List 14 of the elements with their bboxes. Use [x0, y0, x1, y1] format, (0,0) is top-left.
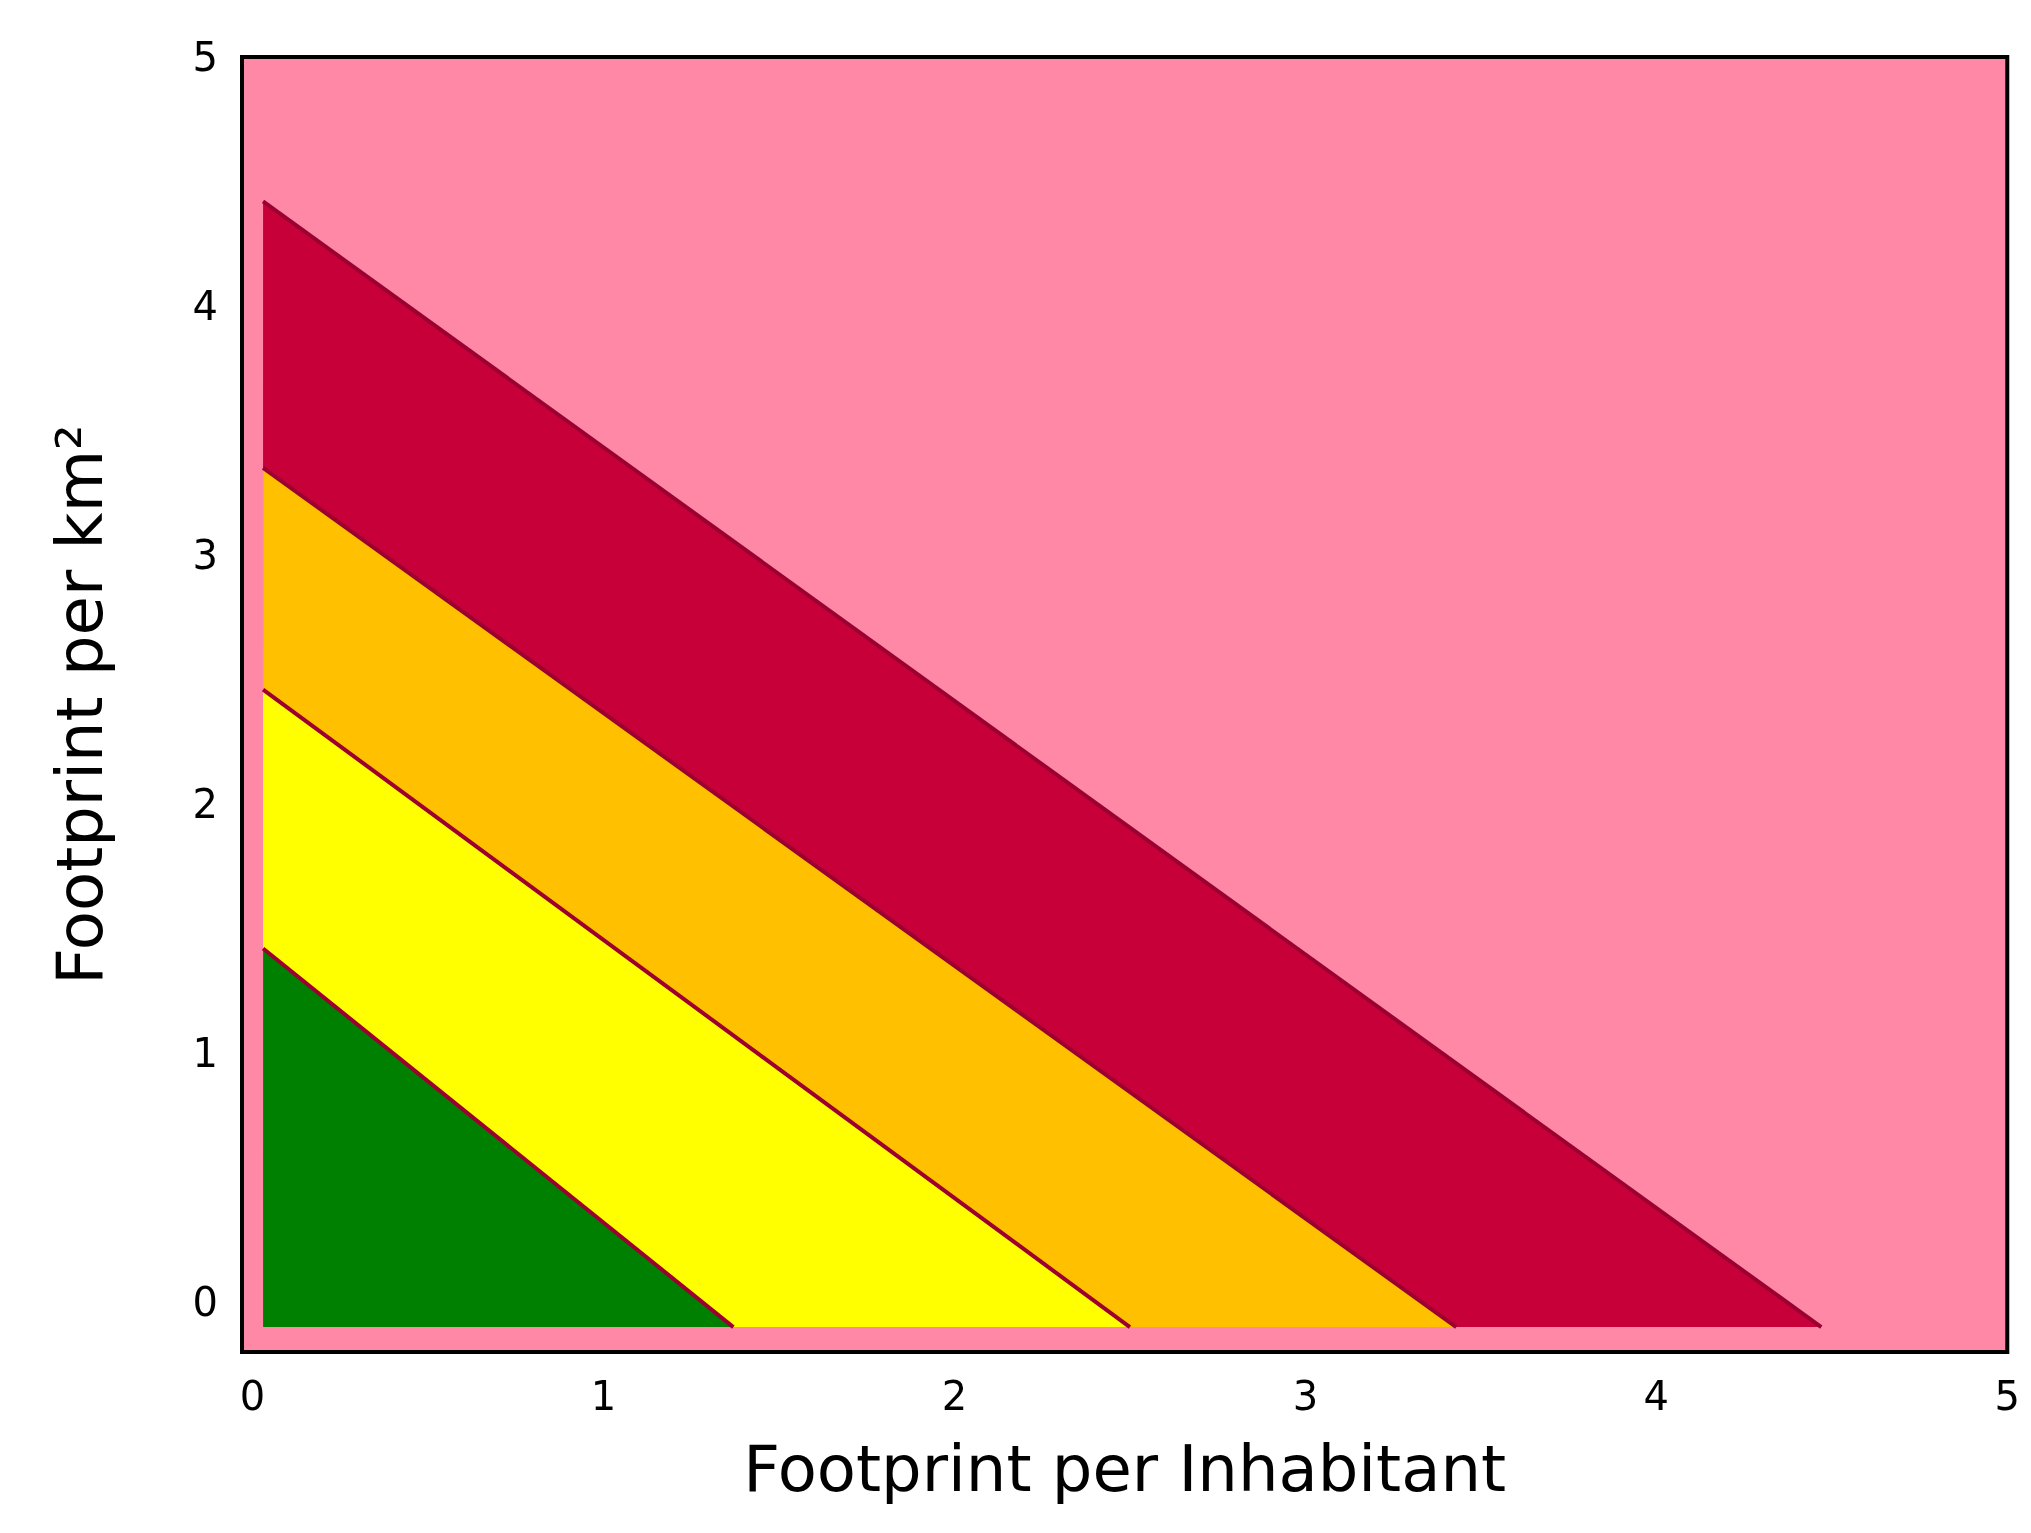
x-tick-label: 1	[590, 1373, 617, 1419]
x-tick-label: 5	[1994, 1373, 2020, 1419]
y-tick-label: 4	[192, 283, 218, 330]
y-tick-label: 5	[192, 34, 218, 80]
y-tick-label: 3	[192, 532, 218, 579]
x-tick-label: 3	[1292, 1373, 1319, 1419]
y-tick-label: 1	[192, 1030, 218, 1077]
x-axis-title: Footprint per Inhabitant	[743, 1432, 1507, 1506]
y-tick-label: 2	[192, 781, 218, 828]
x-tick-label: 4	[1643, 1373, 1670, 1419]
y-axis-title: Footprint per km²	[43, 424, 117, 985]
x-tick-label: 2	[941, 1373, 968, 1419]
x-tick-label: 0	[239, 1373, 266, 1419]
y-tick-label: 0	[192, 1279, 218, 1326]
